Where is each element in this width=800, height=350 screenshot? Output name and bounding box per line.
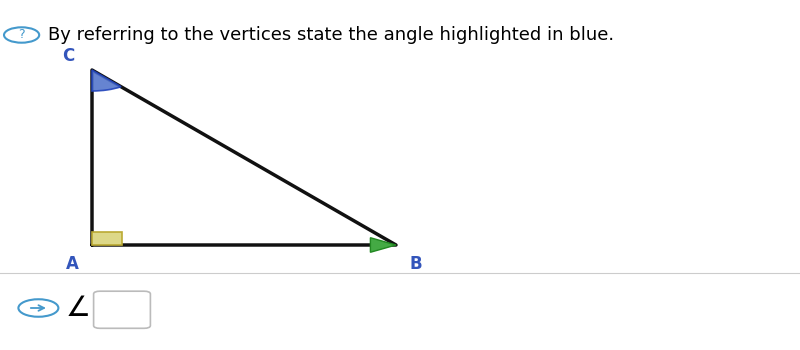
- Text: A: A: [66, 255, 78, 273]
- Polygon shape: [370, 238, 396, 252]
- Text: B: B: [410, 255, 422, 273]
- Bar: [92, 232, 122, 245]
- Wedge shape: [92, 70, 121, 91]
- Text: ?: ?: [18, 28, 25, 42]
- Text: By referring to the vertices state the angle highlighted in blue.: By referring to the vertices state the a…: [48, 26, 614, 44]
- Text: ∠: ∠: [66, 294, 91, 322]
- Text: C: C: [62, 47, 74, 65]
- Circle shape: [18, 299, 58, 317]
- Circle shape: [4, 27, 39, 43]
- FancyBboxPatch shape: [94, 291, 150, 328]
